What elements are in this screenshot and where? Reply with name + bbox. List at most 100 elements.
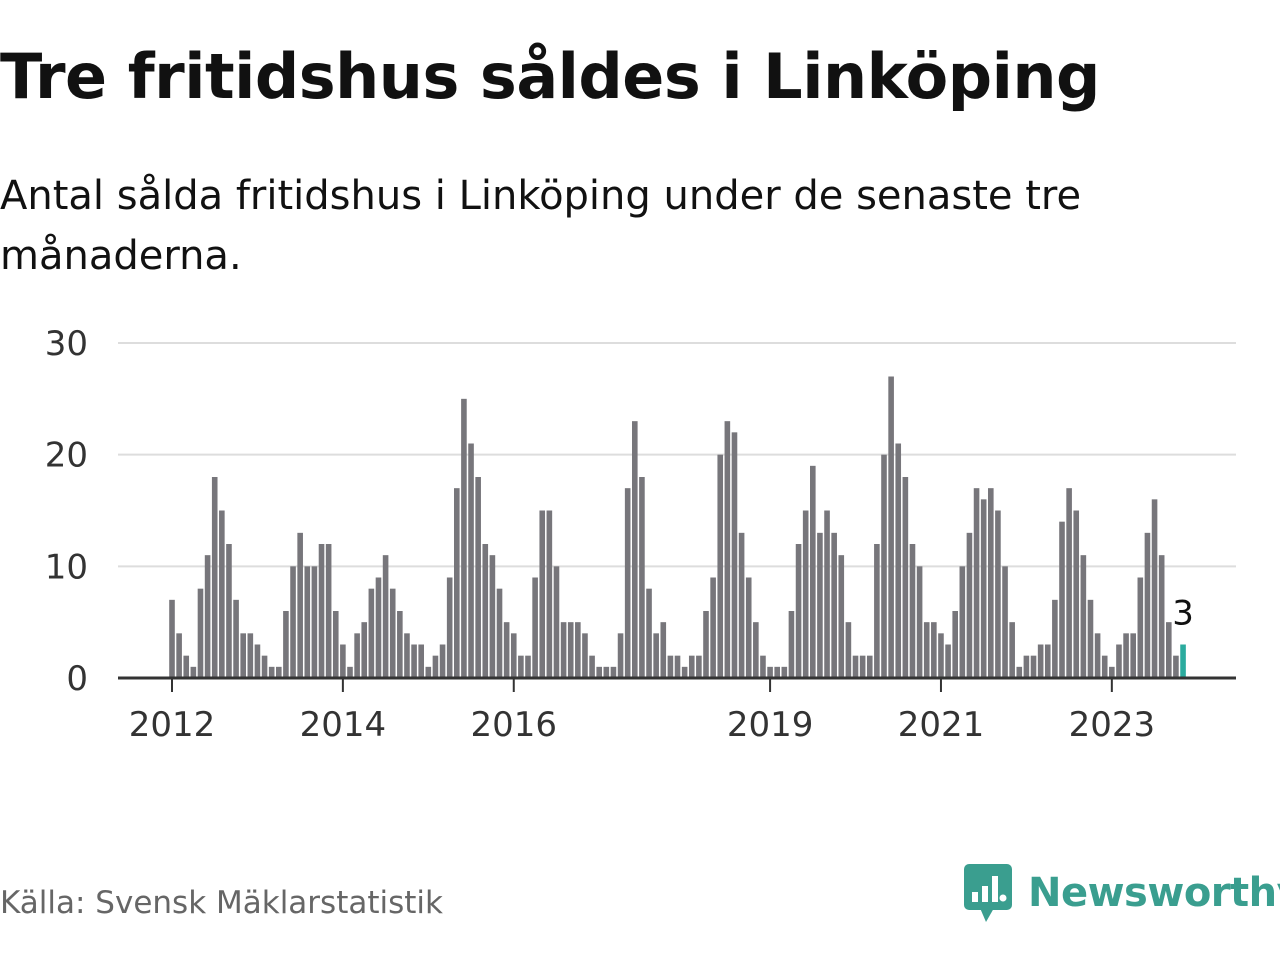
bar: [1158, 555, 1165, 678]
bar: [1087, 599, 1094, 678]
y-tick-label: 0: [66, 659, 88, 699]
bar: [617, 633, 624, 678]
bar: [696, 655, 702, 678]
bar: [582, 633, 588, 678]
bar: [1044, 644, 1051, 678]
bar: [788, 611, 795, 678]
newsworthy-logo: Newsworthy: [962, 862, 1280, 924]
bar: [304, 566, 311, 678]
x-tick-label: 2014: [300, 705, 387, 745]
bar: [361, 622, 368, 678]
bar: [959, 566, 966, 678]
bar: [717, 454, 724, 678]
bar: [439, 644, 446, 678]
bar: [767, 666, 773, 678]
bar: [1016, 666, 1023, 678]
bar: [724, 421, 731, 678]
bar: [496, 588, 503, 678]
bar: [938, 633, 944, 678]
x-tick-label: 2012: [129, 705, 216, 745]
bar: [859, 655, 866, 678]
bar: [1037, 644, 1044, 678]
bar: [226, 544, 232, 678]
bar: [881, 454, 887, 678]
bar: [781, 666, 788, 678]
bar: [653, 633, 659, 678]
bar: [532, 577, 538, 678]
bar: [966, 532, 973, 678]
bar: [753, 622, 759, 678]
bar: [261, 655, 268, 678]
bar: [1073, 510, 1080, 678]
x-tick-label: 2021: [898, 705, 985, 745]
bar: [389, 588, 396, 678]
bar: [318, 544, 325, 678]
bar: [503, 622, 510, 678]
bar: [268, 666, 275, 678]
bar: [368, 588, 375, 678]
bar: [866, 655, 873, 678]
bar: [332, 611, 339, 678]
bar: [895, 443, 902, 678]
bar: [802, 510, 809, 678]
bar: [795, 544, 802, 678]
bar: [852, 655, 859, 678]
bar: [176, 633, 182, 678]
bar: [1101, 655, 1108, 678]
bar: [197, 588, 204, 678]
bar: [945, 644, 951, 678]
bar: [567, 622, 574, 678]
bar: [738, 532, 745, 678]
bar: [1030, 655, 1037, 678]
bar: [247, 633, 254, 678]
bars: [169, 376, 1186, 678]
bar: [731, 432, 738, 678]
bar: [1109, 666, 1115, 678]
bar: [824, 510, 830, 678]
annotations: 3: [1172, 594, 1194, 634]
bar: [760, 655, 766, 678]
y-tick-label: 10: [45, 547, 88, 587]
bar: [909, 544, 916, 678]
bar: [219, 510, 225, 678]
bar: [1144, 532, 1151, 678]
bar: [432, 655, 439, 678]
bar: [510, 633, 517, 678]
bar: [688, 655, 695, 678]
bar: [397, 611, 403, 678]
bar: [624, 488, 631, 678]
bar: [240, 633, 246, 678]
bar: [874, 544, 880, 678]
newsworthy-logo-icon: [964, 864, 1012, 922]
bar: [931, 622, 937, 678]
bar: [1123, 633, 1129, 678]
bar: [973, 488, 980, 678]
bar: [204, 555, 211, 678]
x-tick-label: 2016: [470, 705, 557, 745]
bar: [1173, 655, 1179, 678]
bar: [468, 443, 474, 678]
bar: [681, 666, 688, 678]
chart-subtitle: Antal sålda fritidshus i Linköping under…: [0, 173, 1082, 279]
bar: [311, 566, 318, 678]
bar: [1080, 555, 1087, 678]
bar: [1166, 622, 1172, 678]
bar: [375, 577, 382, 678]
bar: [354, 633, 360, 678]
newsworthy-logo-text: Newsworthy: [1028, 870, 1280, 916]
bar: [546, 510, 553, 678]
bar: [1066, 488, 1072, 678]
y-axis-labels: 0 10 20 30: [45, 324, 88, 699]
bar: [454, 488, 460, 678]
bar: [831, 532, 837, 678]
bar-latest: [1180, 644, 1186, 678]
bar: [646, 588, 652, 678]
bar: [475, 477, 481, 678]
bar: [183, 655, 190, 678]
bar: [838, 555, 845, 678]
bar: [211, 477, 218, 678]
x-tick-label: 2019: [727, 705, 814, 745]
bar: [703, 611, 709, 678]
bar: [553, 566, 560, 678]
bar: [1137, 577, 1144, 678]
